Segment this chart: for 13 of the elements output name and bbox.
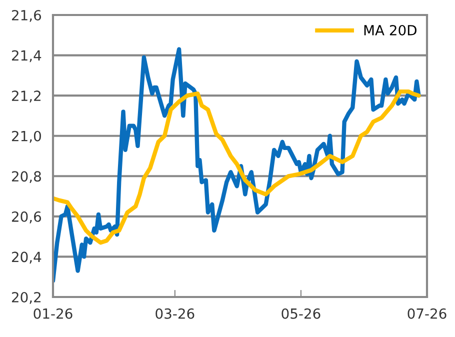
y-tick-label: 21,4 [12,50,42,62]
y-tick-label: 21,2 [12,90,40,102]
legend-label: MA 20D [364,24,416,36]
y-tick-label: 21,6 [12,10,42,22]
x-tick-label: 03-26 [156,308,194,319]
y-tick-label: 20,4 [12,252,42,264]
y-tick-label: 20,8 [12,171,41,184]
x-tick-label: 05-26 [282,308,320,319]
y-tick-label: 21,0 [12,130,41,143]
y-tick-label: 20,2 [12,292,40,304]
y-tick-label: 20,6 [12,211,42,224]
x-tick-label: 07-26 [408,308,446,319]
x-tick-label: 01-26 [34,308,72,319]
